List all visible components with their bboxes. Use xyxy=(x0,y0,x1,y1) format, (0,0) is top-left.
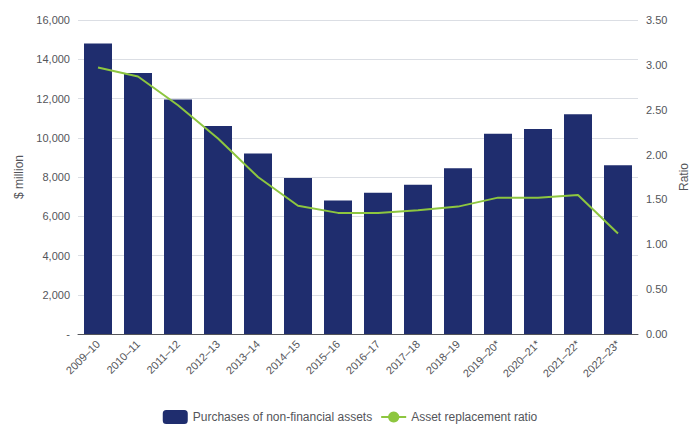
svg-text:3.00: 3.00 xyxy=(646,59,667,71)
svg-text:-: - xyxy=(66,328,70,340)
svg-text:Ratio: Ratio xyxy=(677,163,691,191)
svg-text:2016–17: 2016–17 xyxy=(344,338,383,377)
svg-text:16,000: 16,000 xyxy=(36,14,70,26)
svg-text:1.50: 1.50 xyxy=(646,193,667,205)
svg-text:10,000: 10,000 xyxy=(36,132,70,144)
svg-text:2012–13: 2012–13 xyxy=(184,338,223,377)
svg-text:2014–15: 2014–15 xyxy=(264,338,303,377)
svg-text:0.50: 0.50 xyxy=(646,283,667,295)
svg-text:2,000: 2,000 xyxy=(42,289,70,301)
svg-text:2011–12: 2011–12 xyxy=(144,338,182,376)
svg-text:2.50: 2.50 xyxy=(646,104,667,116)
svg-text:2.00: 2.00 xyxy=(646,149,667,161)
svg-text:2022–23*: 2022–23* xyxy=(580,337,622,379)
svg-text:2021–22*: 2021–22* xyxy=(540,337,582,379)
svg-text:2010–11: 2010–11 xyxy=(104,338,142,376)
svg-text:6,000: 6,000 xyxy=(42,210,70,222)
svg-text:2020–21*: 2020–21* xyxy=(500,337,542,379)
svg-text:2013–14: 2013–14 xyxy=(224,338,263,377)
svg-text:2017–18: 2017–18 xyxy=(384,338,423,377)
svg-text:2009–10: 2009–10 xyxy=(64,338,103,377)
svg-text:2019–20*: 2019–20* xyxy=(460,337,502,379)
svg-text:$ million: $ million xyxy=(12,155,26,199)
svg-text:12,000: 12,000 xyxy=(36,93,70,105)
svg-text:4,000: 4,000 xyxy=(42,250,70,262)
svg-text:2015–16: 2015–16 xyxy=(304,338,343,377)
svg-text:14,000: 14,000 xyxy=(36,53,70,65)
svg-text:8,000: 8,000 xyxy=(42,171,70,183)
svg-text:3.50: 3.50 xyxy=(646,14,667,26)
svg-text:0.00: 0.00 xyxy=(646,328,667,340)
svg-text:Purchases of non-financial ass: Purchases of non-financial assets xyxy=(193,410,372,424)
svg-text:1.00: 1.00 xyxy=(646,238,667,250)
svg-text:Asset replacement ratio: Asset replacement ratio xyxy=(411,410,537,424)
svg-text:2018–19: 2018–19 xyxy=(424,338,463,377)
